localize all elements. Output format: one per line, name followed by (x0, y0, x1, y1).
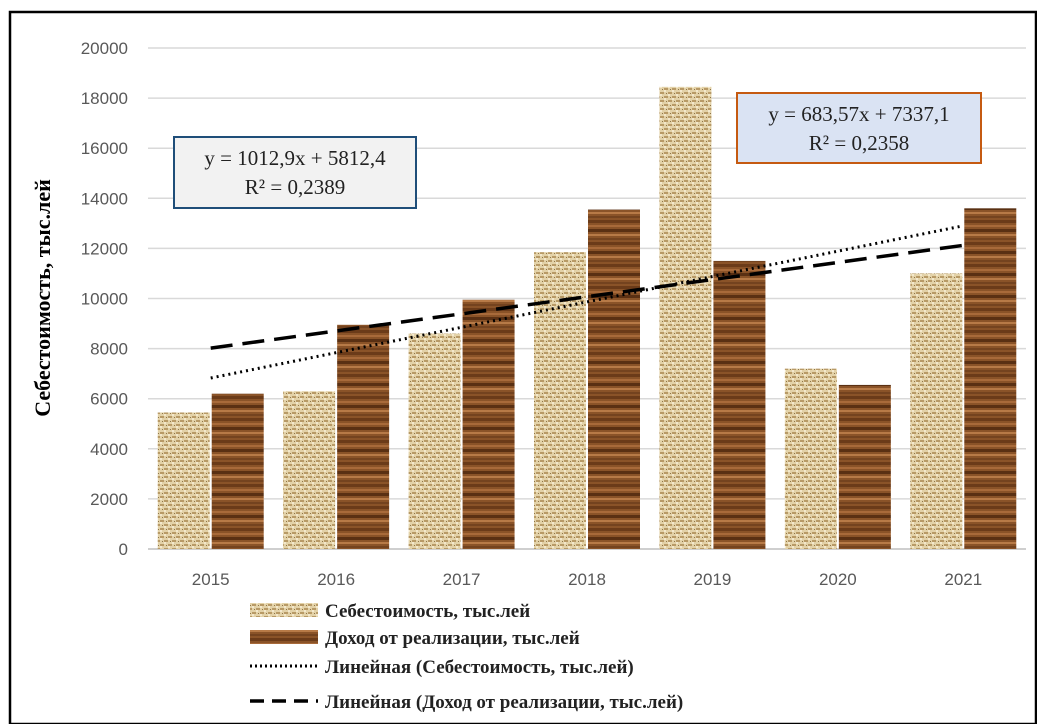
bar-cost (157, 412, 210, 549)
legend-label-cost: Себестоимость, тыс.лей (325, 601, 530, 622)
y-axis-ticks: 0 2000 4000 6000 8000 10000 12000 14000 16000 180… (81, 39, 128, 559)
bars (157, 86, 1017, 549)
y-tick-label: 10000 (81, 290, 128, 309)
bar-cost (283, 391, 336, 549)
legend-item-revenue: Доход от реализации, тыс.лей (250, 628, 580, 649)
x-tick-label: 2021 (944, 570, 982, 589)
equation-box-revenue: y = 683,57x + 7337,1 R² = 0,2358 (736, 92, 982, 164)
y-tick-label: 12000 (81, 239, 128, 258)
y-tick-label: 18000 (81, 89, 128, 108)
bar-revenue (337, 324, 390, 549)
bar-cost (784, 368, 837, 549)
bar-cost (910, 273, 963, 549)
legend-item-trend-revenue: Линейная (Доход от реализации, тыс.лей) (250, 692, 683, 713)
legend-item-trend-cost: Линейная (Себестоимость, тыс.лей) (250, 657, 634, 678)
bar-revenue (462, 299, 515, 549)
legend-swatch-cost (250, 603, 318, 617)
trendlines (210, 224, 964, 380)
x-tick-label: 2019 (694, 570, 732, 589)
x-axis-ticks: 2015 2016 2017 2018 2019 2020 2021 (192, 570, 982, 589)
y-tick-label: 2000 (90, 490, 128, 509)
bar-revenue (838, 384, 891, 549)
bar-cost (659, 86, 712, 549)
legend-label-revenue: Доход от реализации, тыс.лей (325, 628, 580, 649)
y-tick-label: 0 (119, 540, 128, 559)
y-tick-label: 20000 (81, 39, 128, 58)
x-tick-label: 2018 (568, 570, 606, 589)
y-tick-label: 16000 (81, 139, 128, 158)
x-tick-label: 2016 (317, 570, 355, 589)
legend-item-cost: Себестоимость, тыс.лей (250, 601, 530, 622)
legend-swatch-revenue (250, 630, 318, 644)
equation-cost-r2: R² = 0,2389 (245, 175, 345, 199)
bar-cost (408, 333, 461, 549)
equation-cost-formula: y = 1012,9x + 5812,4 (204, 146, 386, 170)
bar-revenue (713, 260, 766, 549)
legend: Себестоимость, тыс.лей Доход от реализац… (250, 601, 683, 713)
y-tick-label: 14000 (81, 189, 128, 208)
y-axis-label: Себестоимость, тыс.лей (30, 179, 55, 417)
y-tick-label: 4000 (90, 440, 128, 459)
x-tick-label: 2017 (443, 570, 481, 589)
trendline-cost (210, 224, 964, 380)
bar-revenue (964, 208, 1017, 549)
bar-revenue (588, 209, 640, 549)
equation-revenue-formula: y = 683,57x + 7337,1 (768, 102, 949, 126)
x-tick-label: 2020 (819, 570, 857, 589)
equation-revenue-r2: R² = 0,2358 (809, 131, 909, 155)
y-tick-label: 8000 (90, 340, 128, 359)
bar-revenue (211, 393, 264, 549)
equation-box-cost: y = 1012,9x + 5812,4 R² = 0,2389 (173, 136, 417, 209)
legend-label-trend-revenue: Линейная (Доход от реализации, тыс.лей) (325, 692, 683, 713)
legend-label-trend-cost: Линейная (Себестоимость, тыс.лей) (325, 657, 634, 678)
y-tick-label: 6000 (90, 390, 128, 409)
x-tick-label: 2015 (192, 570, 230, 589)
